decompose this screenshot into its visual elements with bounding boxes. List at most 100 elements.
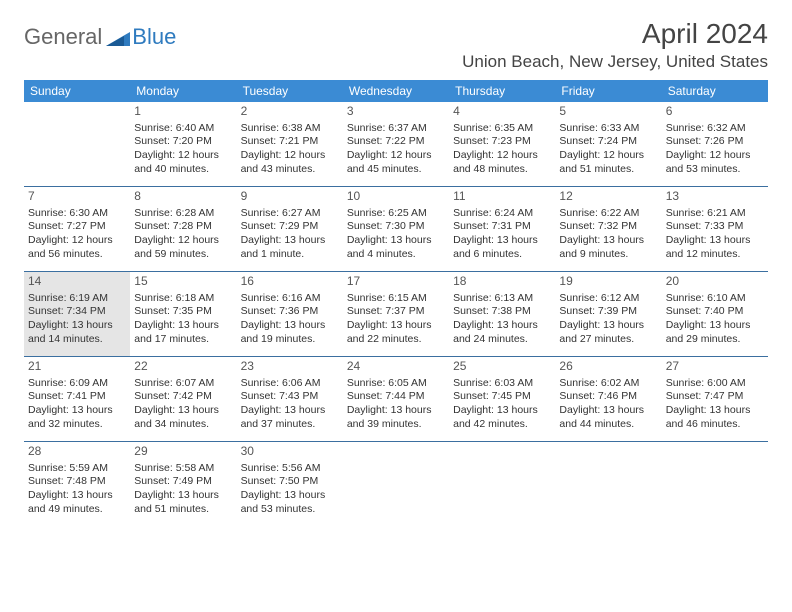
day-number: 13	[666, 189, 764, 205]
day-cell: 27Sunrise: 6:00 AMSunset: 7:47 PMDayligh…	[662, 357, 768, 441]
sunrise-text: Sunrise: 6:00 AM	[666, 377, 764, 391]
day-number: 21	[28, 359, 126, 375]
day-cell: 12Sunrise: 6:22 AMSunset: 7:32 PMDayligh…	[555, 187, 661, 271]
calendar-page: General Blue April 2024 Union Beach, New…	[0, 0, 792, 526]
daylight-text: Daylight: 13 hours and 49 minutes.	[28, 489, 126, 516]
day-cell: 23 Sunrise: 6:06 AMSunset: 7:43 PMDayligh…	[237, 357, 343, 441]
week-row: 21 Sunrise: 6:09 AMSunset: 7:41 PM Dayligh…	[24, 357, 768, 442]
sunset-text: Sunset: 7:37 PM	[347, 305, 445, 319]
sunrise-text: Sunrise: 6:25 AM	[347, 207, 445, 221]
sunset-text: Sunset: 7:26 PM	[666, 135, 764, 149]
sunrise-text: Sunrise: 6:22 AM	[559, 207, 657, 221]
logo-word2: Blue	[132, 24, 176, 50]
daylight-text: Daylight: 13 hours and 14 minutes.	[28, 319, 126, 346]
sunrise-text: Sunrise: 5:59 AM	[28, 462, 126, 476]
sunset-text: Sunset: 7:50 PM	[241, 475, 339, 489]
daylight-text: Daylight: 13 hours and 6 minutes.	[453, 234, 551, 261]
daylight-text: Daylight: 12 hours and 40 minutes.	[134, 149, 232, 176]
sunrise-text: Sunrise: 6:18 AM	[134, 292, 232, 306]
day-cell: 4Sunrise: 6:35 AMSunset: 7:23 PMDaylight…	[449, 102, 555, 186]
sunset-text: Sunset: 7:43 PM	[241, 390, 339, 404]
day-number: 25	[453, 359, 551, 375]
sunrise-text: Sunrise: 6:06 AM	[241, 377, 339, 391]
daylight-text: Daylight: 13 hours and 51 minutes.	[134, 489, 232, 516]
sunset-text: Sunset: 7:45 PM	[453, 390, 551, 404]
daylight-text: Daylight: 12 hours and 59 minutes.	[134, 234, 232, 261]
day-number: 15	[134, 274, 232, 290]
sunrise-text: Sunrise: 6:33 AM	[559, 122, 657, 136]
daylight-text: Daylight: 13 hours and 29 minutes.	[666, 319, 764, 346]
day-header: Saturday	[662, 80, 768, 102]
day-number: 3	[347, 104, 445, 120]
sunrise-text: Sunrise: 6:12 AM	[559, 292, 657, 306]
week-row: 14Sunrise: 6:19 AMSunset: 7:34 PMDayligh…	[24, 272, 768, 357]
sunrise-text: Sunrise: 6:16 AM	[241, 292, 339, 306]
sunset-text: Sunset: 7:31 PM	[453, 220, 551, 234]
sunrise-text: Sunrise: 5:56 AM	[241, 462, 339, 476]
day-number: 6	[666, 104, 764, 120]
daylight-text: Daylight: 12 hours and 53 minutes.	[666, 149, 764, 176]
day-cell: 3Sunrise: 6:37 AMSunset: 7:22 PMDaylight…	[343, 102, 449, 186]
daylight-text: Daylight: 13 hours and 4 minutes.	[347, 234, 445, 261]
sunset-text: Sunset: 7:21 PM	[241, 135, 339, 149]
day-number: 14	[28, 274, 126, 290]
sunset-text: Sunset: 7:32 PM	[559, 220, 657, 234]
day-cell: 1Sunrise: 6:40 AMSunset: 7:20 PMDaylight…	[130, 102, 236, 186]
sunset-text: Sunset: 7:24 PM	[559, 135, 657, 149]
daylight-text: Daylight: 13 hours and 39 minutes.	[347, 404, 445, 431]
sunrise-text: Sunrise: 6:15 AM	[347, 292, 445, 306]
sunrise-text: Sunrise: 5:58 AM	[134, 462, 232, 476]
sunset-text: Sunset: 7:41 PM	[28, 390, 126, 404]
day-header: Sunday	[24, 80, 130, 102]
daylight-text: Daylight: 13 hours and 27 minutes.	[559, 319, 657, 346]
day-header: Friday	[555, 80, 661, 102]
week-row: 28Sunrise: 5:59 AMSunset: 7:48 PMDayligh…	[24, 442, 768, 526]
sunrise-text: Sunrise: 6:37 AM	[347, 122, 445, 136]
day-number: 16	[241, 274, 339, 290]
day-number: 23	[241, 359, 339, 375]
sunrise-text: Sunrise: 6:27 AM	[241, 207, 339, 221]
day-number: 19	[559, 274, 657, 290]
sunrise-text: Sunrise: 6:09 AM	[28, 377, 126, 391]
day-number: 18	[453, 274, 551, 290]
day-header: Thursday	[449, 80, 555, 102]
daylight-text: Daylight: 12 hours and 48 minutes.	[453, 149, 551, 176]
day-number: 24	[347, 359, 445, 375]
day-number: 5	[559, 104, 657, 120]
day-cell: 8Sunrise: 6:28 AMSunset: 7:28 PMDaylight…	[130, 187, 236, 271]
sunset-text: Sunset: 7:49 PM	[134, 475, 232, 489]
daylight-text: Daylight: 13 hours and 1 minute.	[241, 234, 339, 261]
sunset-text: Sunset: 7:36 PM	[241, 305, 339, 319]
sunset-text: Sunset: 7:22 PM	[347, 135, 445, 149]
day-header-row: SundayMondayTuesdayWednesdayThursdayFrid…	[24, 80, 768, 102]
day-cell: 2Sunrise: 6:38 AMSunset: 7:21 PMDaylight…	[237, 102, 343, 186]
daylight-text: Daylight: 13 hours and 42 minutes.	[453, 404, 551, 431]
sunrise-text: Sunrise: 6:02 AM	[559, 377, 657, 391]
day-cell: 26Sunrise: 6:02 AMSunset: 7:46 PMDayligh…	[555, 357, 661, 441]
daylight-text: Daylight: 13 hours and 34 minutes.	[134, 404, 232, 431]
day-number: 20	[666, 274, 764, 290]
day-number: 8	[134, 189, 232, 205]
day-number: 4	[453, 104, 551, 120]
title-block: April 2024 Union Beach, New Jersey, Unit…	[462, 18, 768, 72]
sunset-text: Sunset: 7:29 PM	[241, 220, 339, 234]
day-number: 11	[453, 189, 551, 205]
sunrise-text: Sunrise: 6:13 AM	[453, 292, 551, 306]
day-number: 27	[666, 359, 764, 375]
daylight-text: Daylight: 13 hours and 24 minutes.	[453, 319, 551, 346]
day-number: 28	[28, 444, 126, 460]
day-cell: 11 Sunrise: 6:24 AMSunset: 7:31 PMDayligh…	[449, 187, 555, 271]
logo-triangle-icon	[106, 28, 130, 46]
sunrise-text: Sunrise: 6:32 AM	[666, 122, 764, 136]
day-cell	[449, 442, 555, 526]
sunset-text: Sunset: 7:27 PM	[28, 220, 126, 234]
day-cell: 19Sunrise: 6:12 AMSunset: 7:39 PMDayligh…	[555, 272, 661, 356]
day-cell: 14Sunrise: 6:19 AMSunset: 7:34 PMDayligh…	[24, 272, 130, 356]
sunrise-text: Sunrise: 6:24 AM	[453, 207, 551, 221]
daylight-text: Daylight: 13 hours and 37 minutes.	[241, 404, 339, 431]
daylight-text: Daylight: 13 hours and 44 minutes.	[559, 404, 657, 431]
day-cell: 24Sunrise: 6:05 AMSunset: 7:44 PMDayligh…	[343, 357, 449, 441]
day-cell: 15Sunrise: 6:18 AMSunset: 7:35 PMDayligh…	[130, 272, 236, 356]
sunset-text: Sunset: 7:30 PM	[347, 220, 445, 234]
week-row: 1Sunrise: 6:40 AMSunset: 7:20 PMDaylight…	[24, 102, 768, 187]
